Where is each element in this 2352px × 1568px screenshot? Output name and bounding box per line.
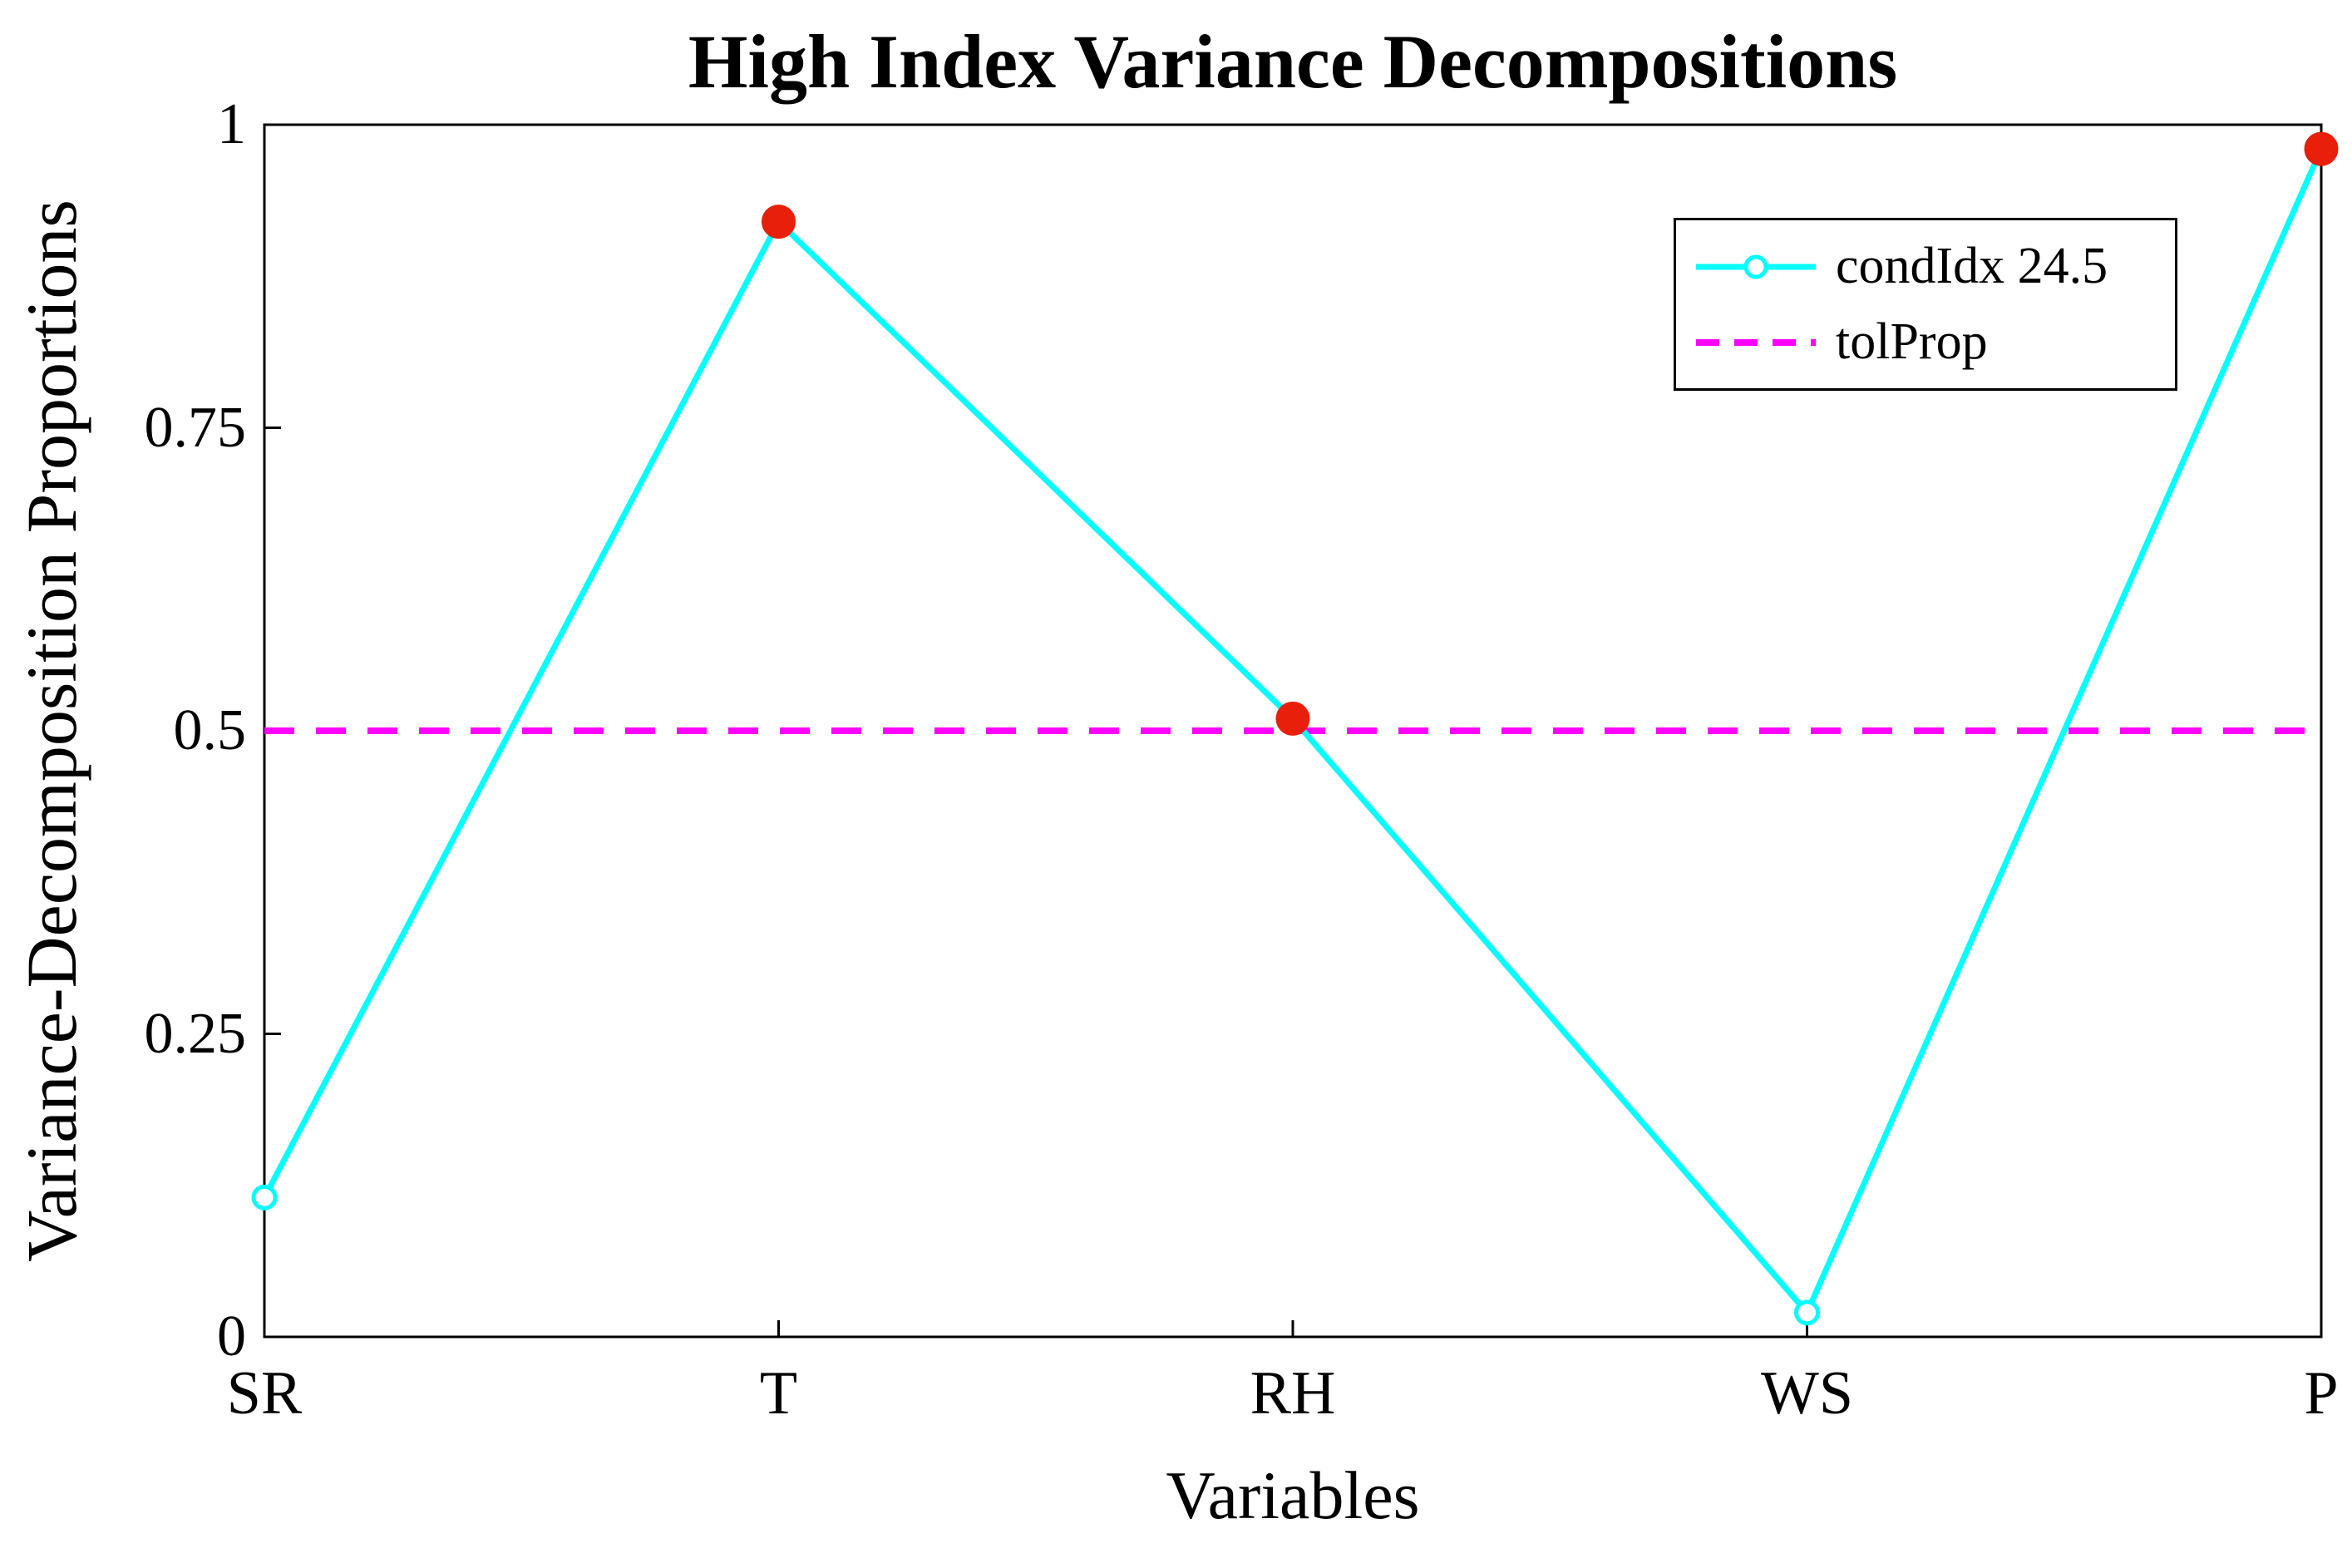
chart-title: High Index Variance Decompositions: [688, 19, 1898, 104]
high-marker: [762, 205, 796, 239]
y-tick-label: 1: [217, 92, 246, 156]
x-tick-label: WS: [1761, 1359, 1853, 1427]
y-tick-label: 0.25: [144, 1001, 247, 1066]
legend-label-condidx: condIdx 24.5: [1836, 238, 2108, 294]
y-tick-label: 0: [217, 1304, 246, 1368]
y-tick-label: 0.5: [173, 698, 247, 762]
open-marker: [1794, 1299, 1820, 1326]
legend-line-condidx-icon: [1696, 254, 1816, 279]
x-tick-label: SR: [226, 1359, 303, 1427]
open-marker: [251, 1184, 278, 1211]
legend: condIdx 24.5 tolProp: [1674, 218, 2177, 391]
x-tick-label: T: [759, 1359, 798, 1427]
x-tick-label: RH: [1250, 1359, 1336, 1427]
x-tick-label: P: [2304, 1359, 2339, 1427]
legend-line-tolprop-icon: [1696, 338, 1816, 346]
legend-label-tolprop: tolProp: [1836, 313, 1988, 370]
legend-item-tolprop: tolProp: [1693, 313, 2158, 372]
y-tick-label: 0.75: [144, 395, 247, 460]
x-axis-label: Variables: [1166, 1457, 1420, 1533]
high-marker: [2304, 131, 2339, 166]
legend-item-condidx: condIdx 24.5: [1693, 237, 2158, 296]
high-marker: [1275, 701, 1310, 736]
